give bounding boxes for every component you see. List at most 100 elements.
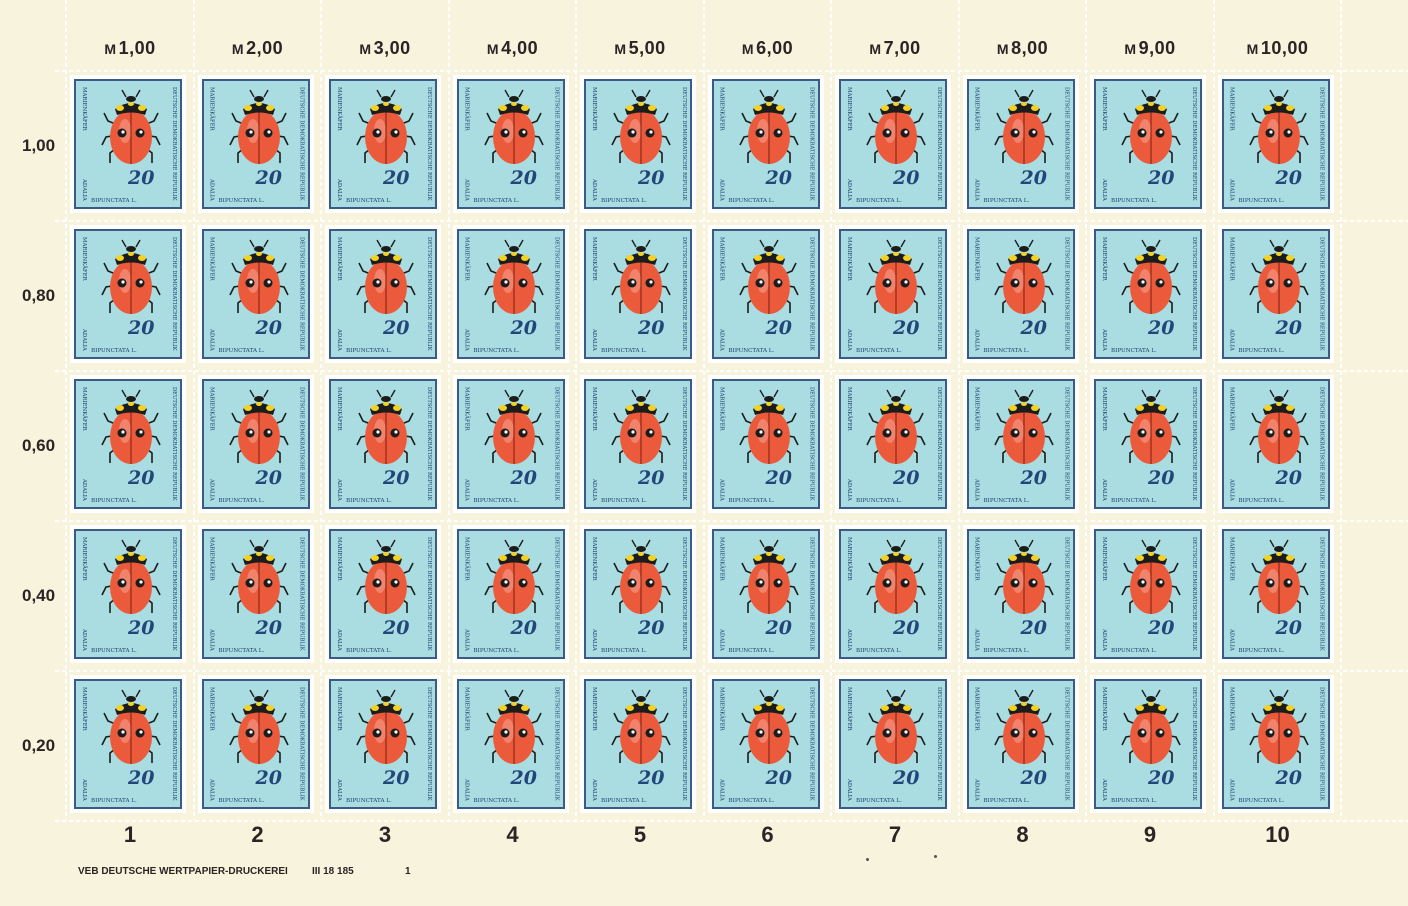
- stamp-face: MARIENKÄFER ADALIA DEUTSCHE DEMOKRATISCH…: [968, 231, 1073, 357]
- country-name: DEUTSCHE DEMOKRATISCHE REPUBLIK: [1318, 687, 1325, 801]
- column-value: M 10,00: [1215, 38, 1341, 59]
- denomination: 20: [765, 617, 792, 639]
- country-name: DEUTSCHE DEMOKRATISCHE REPUBLIK: [681, 687, 687, 801]
- denomination: 20: [893, 467, 920, 489]
- country-name: DEUTSCHE DEMOKRATISCHE REPUBLIK: [298, 687, 305, 801]
- country-name: DEUTSCHE DEMOKRATISCHE REPUBLIK: [936, 687, 942, 801]
- row-value: 1,00: [22, 136, 56, 155]
- ladybug-icon: [351, 237, 421, 319]
- ladybug-icon: [351, 537, 421, 619]
- perforation-line: [1085, 0, 1087, 820]
- stamp-left-text: MARIENKÄFER ADALIA: [844, 537, 853, 653]
- species-name: BIPUNCTATA L.: [856, 798, 902, 804]
- country-name: DEUTSCHE DEMOKRATISCHE REPUBLIK: [808, 387, 815, 501]
- printer-code: III 18 185: [312, 866, 354, 877]
- country-name: DEUTSCHE DEMOKRATISCHE REPUBLIK: [1191, 87, 1197, 201]
- species-name: BIPUNCTATA L.: [218, 648, 265, 654]
- column-value-amount: 7,00: [883, 38, 921, 58]
- column-value: M 8,00: [960, 38, 1086, 59]
- common-name: MARIENKÄFER: [591, 87, 597, 131]
- perforation-line: [1340, 0, 1342, 820]
- stamp-face: MARIENKÄFER ADALIA DEUTSCHE DEMOKRATISCH…: [1096, 81, 1200, 207]
- stamp-left-text: MARIENKÄFER ADALIA: [79, 687, 88, 803]
- species-name: BIPUNCTATA L.: [983, 798, 1030, 804]
- stamp-left-text: MARIENKÄFER ADALIA: [207, 687, 216, 803]
- species-name: BIPUNCTATA L.: [218, 348, 265, 354]
- ladybug-icon: [861, 237, 931, 319]
- stamp-left-text: MARIENKÄFER ADALIA: [844, 237, 853, 353]
- genus-name: ADALIA: [846, 779, 852, 801]
- stamp-face: MARIENKÄFER ADALIA DEUTSCHE DEMOKRATISCH…: [713, 381, 818, 507]
- species-name: BIPUNCTATA L.: [91, 198, 137, 204]
- denomination: 20: [1148, 767, 1175, 789]
- currency-prefix: M: [231, 41, 245, 57]
- row-value: 0,80: [22, 286, 56, 305]
- ladybug-icon: [1244, 537, 1314, 619]
- stamp: MARIENKÄFER ADALIA DEUTSCHE DEMOKRATISCH…: [201, 529, 310, 659]
- common-name: MARIENKÄFER: [591, 237, 597, 281]
- common-name: MARIENKÄFER: [973, 387, 980, 431]
- stamp-face: MARIENKÄFER ADALIA DEUTSCHE DEMOKRATISCH…: [331, 231, 435, 357]
- country-name: DEUTSCHE DEMOKRATISCHE REPUBLIK: [808, 687, 815, 801]
- column-value: M 5,00: [577, 38, 703, 59]
- stamp-left-text: MARIENKÄFER ADALIA: [79, 237, 88, 353]
- ladybug-icon: [606, 387, 676, 469]
- species-name: BIPUNCTATA L.: [473, 348, 520, 354]
- species-name: BIPUNCTATA L.: [218, 798, 265, 804]
- stamp: MARIENKÄFER ADALIA DEUTSCHE DEMOKRATISCH…: [1094, 229, 1202, 359]
- stamp: MARIENKÄFER ADALIA DEUTSCHE DEMOKRATISCH…: [966, 529, 1075, 659]
- stamp: MARIENKÄFER ADALIA DEUTSCHE DEMOKRATISCH…: [74, 79, 182, 209]
- genus-name: ADALIA: [718, 329, 725, 351]
- species-name: BIPUNCTATA L.: [1111, 348, 1157, 354]
- stamp-left-text: MARIENKÄFER ADALIA: [1099, 237, 1108, 353]
- country-name: DEUTSCHE DEMOKRATISCHE REPUBLIK: [171, 537, 177, 651]
- stamp-face: MARIENKÄFER ADALIA DEUTSCHE DEMOKRATISCH…: [713, 681, 818, 807]
- species-name: BIPUNCTATA L.: [218, 198, 265, 204]
- stamp: MARIENKÄFER ADALIA DEUTSCHE DEMOKRATISCH…: [839, 79, 947, 209]
- column-number: 10: [1265, 822, 1290, 847]
- country-name: DEUTSCHE DEMOKRATISCHE REPUBLIK: [1063, 687, 1070, 801]
- stamp: MARIENKÄFER ADALIA DEUTSCHE DEMOKRATISCH…: [839, 529, 947, 659]
- denomination: 20: [893, 167, 920, 189]
- species-name: BIPUNCTATA L.: [473, 648, 520, 654]
- species-name: BIPUNCTATA L.: [856, 348, 902, 354]
- genus-name: ADALIA: [1101, 479, 1107, 501]
- stamp-left-text: MARIENKÄFER ADALIA: [1227, 387, 1236, 503]
- row-value: 0,20: [22, 736, 56, 755]
- denomination: 20: [893, 317, 920, 339]
- common-name: MARIENKÄFER: [463, 237, 470, 281]
- genus-name: ADALIA: [208, 179, 215, 201]
- column-value: M 2,00: [195, 38, 321, 59]
- country-name: DEUTSCHE DEMOKRATISCHE REPUBLIK: [171, 87, 177, 201]
- stamp-face: MARIENKÄFER ADALIA DEUTSCHE DEMOKRATISCH…: [586, 231, 690, 357]
- common-name: MARIENKÄFER: [1101, 687, 1107, 731]
- species-name: BIPUNCTATA L.: [601, 798, 647, 804]
- stamp: MARIENKÄFER ADALIA DEUTSCHE DEMOKRATISCH…: [839, 679, 947, 809]
- genus-name: ADALIA: [973, 179, 980, 201]
- printing-dot: [934, 855, 937, 858]
- column-number: 3: [378, 822, 392, 847]
- stamp-left-text: MARIENKÄFER ADALIA: [1227, 537, 1236, 653]
- genus-name: ADALIA: [208, 779, 215, 801]
- column-value-amount: 10,00: [1260, 38, 1309, 58]
- genus-name: ADALIA: [591, 329, 597, 351]
- column-value: M 4,00: [450, 38, 576, 59]
- denomination: 20: [128, 767, 155, 789]
- denomination: 20: [1275, 617, 1302, 639]
- perforation-line: [830, 0, 832, 820]
- denomination: 20: [255, 467, 282, 489]
- genus-name: ADALIA: [81, 179, 87, 201]
- country-name: DEUTSCHE DEMOKRATISCHE REPUBLIK: [426, 87, 432, 201]
- stamp-face: MARIENKÄFER ADALIA DEUTSCHE DEMOKRATISCH…: [1096, 531, 1200, 657]
- denomination: 20: [128, 617, 155, 639]
- currency-prefix: M: [104, 41, 117, 57]
- species-name: BIPUNCTATA L.: [856, 498, 902, 504]
- stamp-face: MARIENKÄFER ADALIA DEUTSCHE DEMOKRATISCH…: [76, 531, 180, 657]
- stamp: MARIENKÄFER ADALIA DEUTSCHE DEMOKRATISCH…: [456, 679, 565, 809]
- stamp: MARIENKÄFER ADALIA DEUTSCHE DEMOKRATISCH…: [584, 529, 692, 659]
- stamp-face: MARIENKÄFER ADALIA DEUTSCHE DEMOKRATISCH…: [713, 81, 818, 207]
- perforation-line: [957, 0, 960, 820]
- common-name: MARIENKÄFER: [336, 387, 342, 431]
- common-name: MARIENKÄFER: [1101, 537, 1107, 581]
- country-name: DEUTSCHE DEMOKRATISCHE REPUBLIK: [553, 537, 560, 651]
